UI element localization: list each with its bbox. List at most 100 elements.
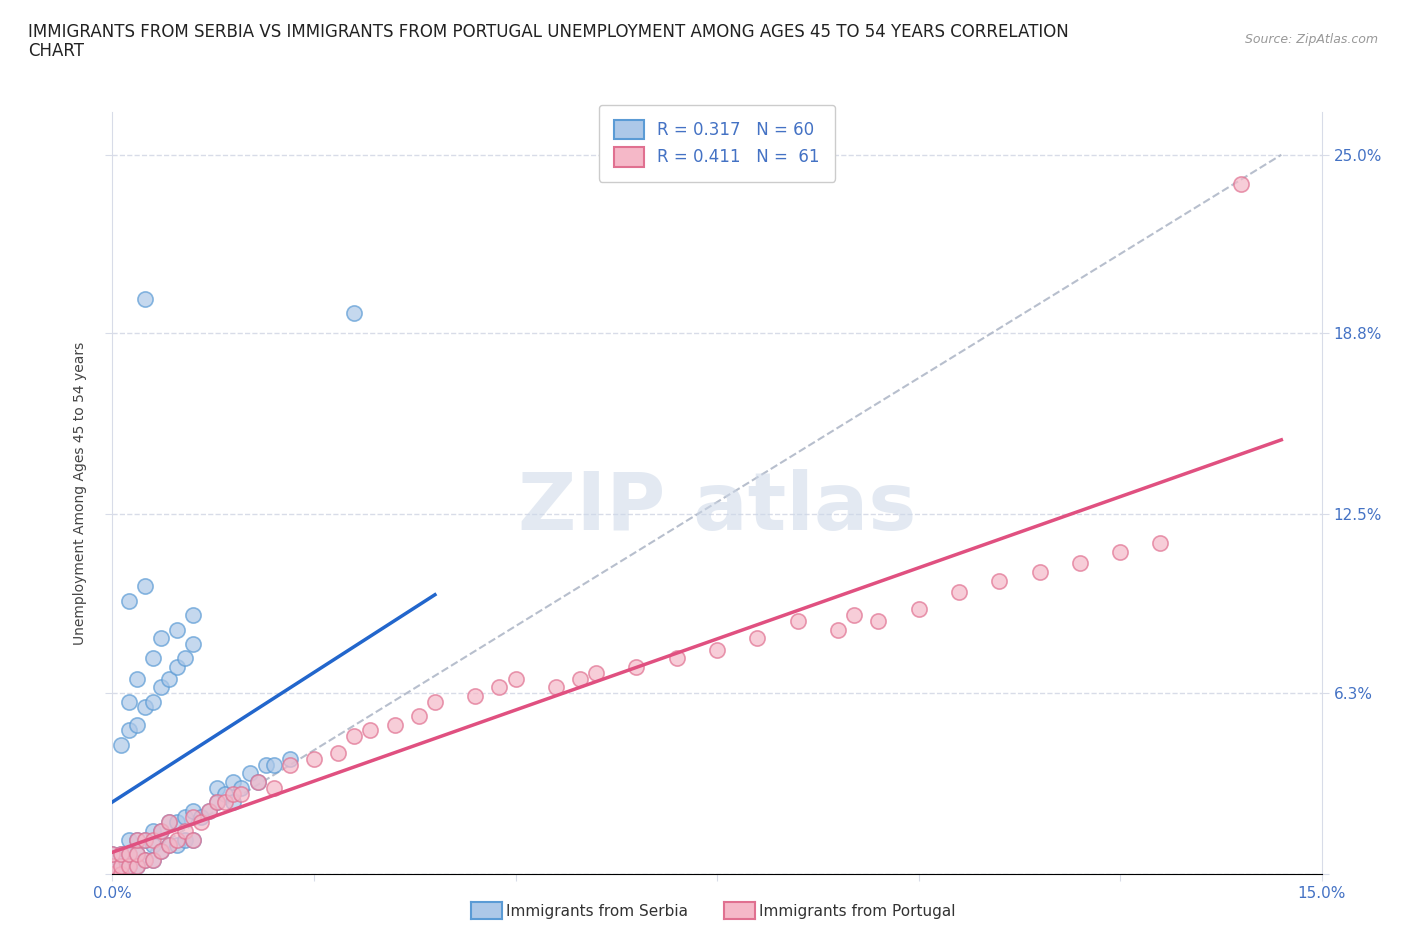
Text: Immigrants from Serbia: Immigrants from Serbia xyxy=(506,904,688,919)
Point xyxy=(166,832,188,847)
Point xyxy=(665,651,688,666)
Point xyxy=(101,846,124,861)
Point xyxy=(1230,176,1253,191)
Point xyxy=(190,809,212,824)
Point xyxy=(246,775,269,790)
Point xyxy=(125,671,148,686)
Point xyxy=(134,832,156,847)
Point xyxy=(142,853,165,868)
Point xyxy=(142,824,165,839)
Text: IMMIGRANTS FROM SERBIA VS IMMIGRANTS FROM PORTUGAL UNEMPLOYMENT AMONG AGES 45 TO: IMMIGRANTS FROM SERBIA VS IMMIGRANTS FRO… xyxy=(28,23,1069,41)
Point xyxy=(263,757,285,772)
Point xyxy=(842,608,865,623)
Point xyxy=(278,751,301,766)
Point xyxy=(157,838,180,853)
Point xyxy=(544,680,567,695)
Point xyxy=(408,709,430,724)
Point xyxy=(254,757,277,772)
Point xyxy=(134,291,156,306)
Point xyxy=(384,717,406,732)
Point xyxy=(110,737,132,752)
Point xyxy=(1028,565,1050,579)
Point xyxy=(423,694,446,709)
Point xyxy=(117,694,139,709)
Point xyxy=(207,780,229,795)
Point xyxy=(134,853,156,868)
Point xyxy=(181,809,204,824)
Point xyxy=(117,858,139,873)
Point xyxy=(207,795,229,810)
Point xyxy=(149,844,172,858)
Point xyxy=(142,651,165,666)
Point xyxy=(157,815,180,830)
Point xyxy=(142,853,165,868)
Point xyxy=(198,804,221,818)
Point xyxy=(110,867,132,882)
Point xyxy=(134,700,156,715)
Point xyxy=(488,680,510,695)
Point xyxy=(231,780,253,795)
Point xyxy=(827,622,849,637)
Point xyxy=(907,602,929,617)
Point xyxy=(117,723,139,737)
Point xyxy=(110,846,132,861)
Y-axis label: Unemployment Among Ages 45 to 54 years: Unemployment Among Ages 45 to 54 years xyxy=(73,341,87,644)
Point xyxy=(142,838,165,853)
Point xyxy=(207,795,229,810)
Point xyxy=(157,838,180,853)
Point xyxy=(101,858,124,873)
Point xyxy=(166,838,188,853)
Point xyxy=(1109,544,1132,559)
Point xyxy=(101,858,124,873)
Point xyxy=(988,573,1011,588)
Point xyxy=(585,665,607,680)
Point xyxy=(246,775,269,790)
Point xyxy=(1149,536,1171,551)
Point xyxy=(134,579,156,594)
Text: ZIP atlas: ZIP atlas xyxy=(517,469,917,547)
Point xyxy=(125,832,148,847)
Point xyxy=(157,815,180,830)
Point xyxy=(142,694,165,709)
Point xyxy=(166,622,188,637)
Point xyxy=(238,766,260,781)
Point xyxy=(125,858,148,873)
Point xyxy=(117,846,139,861)
Text: CHART: CHART xyxy=(28,42,84,60)
Point xyxy=(142,832,165,847)
Point xyxy=(117,858,139,873)
Point xyxy=(174,809,197,824)
Point xyxy=(157,671,180,686)
Point xyxy=(149,631,172,645)
Point xyxy=(181,832,204,847)
Point xyxy=(110,858,132,873)
Point xyxy=(231,786,253,801)
Point xyxy=(181,636,204,651)
Point xyxy=(174,832,197,847)
Point xyxy=(125,832,148,847)
Point xyxy=(134,853,156,868)
Text: Immigrants from Portugal: Immigrants from Portugal xyxy=(759,904,956,919)
Point xyxy=(706,643,728,658)
Point xyxy=(569,671,592,686)
Point xyxy=(278,757,301,772)
Point xyxy=(343,306,366,321)
Point xyxy=(464,688,486,703)
Point xyxy=(214,786,236,801)
Point xyxy=(149,824,172,839)
Point xyxy=(214,795,236,810)
Point xyxy=(359,723,381,737)
Point xyxy=(101,846,124,861)
Point xyxy=(110,858,132,873)
Point xyxy=(149,824,172,839)
Point xyxy=(125,717,148,732)
Point xyxy=(110,846,132,861)
Point xyxy=(198,804,221,818)
Point xyxy=(181,804,204,818)
Point xyxy=(125,846,148,861)
Point xyxy=(125,858,148,873)
Point xyxy=(149,844,172,858)
Point xyxy=(166,659,188,674)
Point xyxy=(125,846,148,861)
Point xyxy=(868,614,890,629)
